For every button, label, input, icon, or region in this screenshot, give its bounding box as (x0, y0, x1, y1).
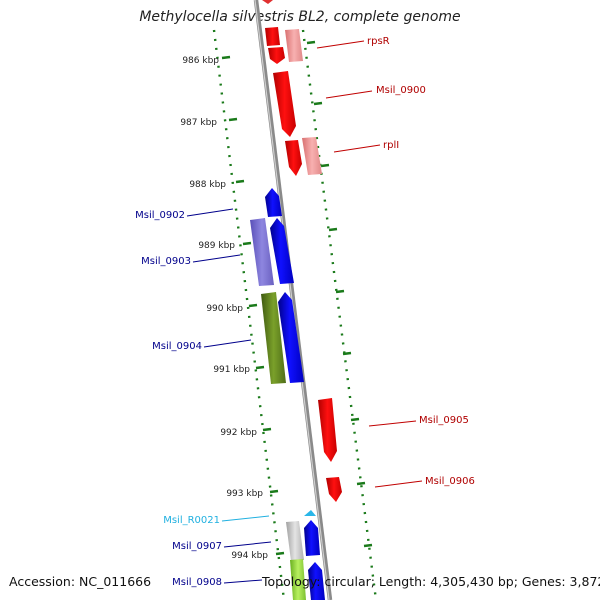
leader-rplI (333, 144, 381, 153)
gene-feature-msil0900[interactable] (273, 71, 296, 137)
gene-label-msil-r0021[interactable]: Msil_R0021 (163, 515, 220, 526)
gene-label-msil0904[interactable]: Msil_0904 (152, 341, 202, 352)
gene-feature-msil0904[interactable] (278, 292, 304, 383)
ruler-label-990: 990 kbp (206, 304, 243, 314)
leader-rpsR (316, 40, 365, 49)
gene-label-msil0903[interactable]: Msil_0903 (141, 256, 191, 267)
gene-feature-msil0903-light[interactable] (250, 218, 274, 286)
leader-msil0907 (223, 541, 272, 548)
ruler-label-989: 989 kbp (198, 241, 235, 251)
ruler-label-993: 993 kbp (226, 489, 263, 499)
gene-feature-top-partial[interactable] (262, 0, 273, 4)
ruler-track-inner (212, 29, 286, 600)
gene-label-msil0905[interactable]: Msil_0905 (419, 415, 469, 426)
gene-feature-msil0908-misc[interactable] (290, 559, 306, 600)
leader-msil0906 (374, 480, 423, 488)
ruler-track-outer (301, 29, 378, 600)
genome-summary-text: Topology: circular; Length: 4,305,430 bp… (262, 574, 600, 589)
genome-backbone (253, 0, 333, 600)
gene-label-msil0906[interactable]: Msil_0906 (425, 476, 475, 487)
leader-msil0908 (223, 579, 263, 584)
gene-label-msil0902[interactable]: Msil_0902 (135, 210, 185, 221)
ruler-label-994: 994 kbp (231, 551, 268, 561)
leader-msil0903 (192, 254, 241, 263)
ruler-label-986: 986 kbp (182, 56, 219, 66)
gene-feature-msil0905[interactable] (318, 398, 337, 462)
gene-feature-msil0902[interactable] (265, 188, 282, 217)
accession-text: Accession: NC_011666 (9, 574, 152, 589)
gene-feature-msil0901[interactable] (285, 140, 302, 176)
gene-label-rplI[interactable]: rplI (383, 140, 399, 151)
leader-msil0900 (325, 90, 373, 99)
leader-msil-r0021 (221, 515, 270, 522)
gene-feature-msil0907[interactable] (304, 520, 320, 556)
gene-feature-msil0904-misc[interactable] (261, 292, 286, 384)
gene-feature-msil0906[interactable] (326, 477, 342, 502)
gene-feature-rpsR[interactable] (285, 29, 303, 62)
map-title: Methylocella silvestris BL2, complete ge… (139, 9, 461, 25)
ruler-label-987: 987 kbp (180, 118, 217, 128)
ruler-label-988: 988 kbp (189, 180, 226, 190)
rna-feature-msil-r0021[interactable] (304, 510, 316, 516)
leader-msil0902 (186, 208, 234, 217)
gene-feature-msil0899[interactable] (268, 47, 285, 64)
gene-label-msil0908[interactable]: Msil_0908 (172, 577, 222, 588)
ruler-label-992: 992 kbp (220, 428, 257, 438)
gene-feature-msil0903[interactable] (270, 218, 294, 284)
ruler-label-991: 991 kbp (213, 365, 250, 375)
leader-msil0905 (368, 420, 417, 427)
ruler-ticks (221, 40, 373, 556)
leader-msil0904 (203, 339, 252, 348)
gene-feature-rplI[interactable] (302, 137, 322, 175)
gene-label-msil0907[interactable]: Msil_0907 (172, 541, 222, 552)
gene-feature-msil0908[interactable] (308, 562, 325, 600)
gene-feature-pseudo[interactable] (286, 521, 304, 561)
gene-feature-upper[interactable] (265, 27, 280, 46)
gene-label-msil0900[interactable]: Msil_0900 (376, 85, 426, 96)
gene-label-rpsR[interactable]: rpsR (367, 36, 390, 47)
